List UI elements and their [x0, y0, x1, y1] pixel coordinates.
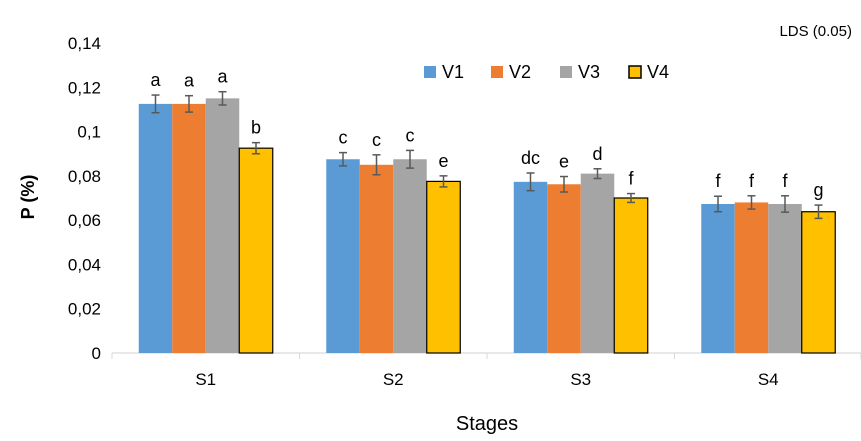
bar-v2-s3 [547, 184, 581, 353]
significance-label: e [559, 152, 569, 172]
y-tick-label: 0,08 [68, 167, 101, 186]
significance-label: a [150, 70, 161, 90]
significance-label: f [628, 169, 634, 189]
bar-v2-s1 [172, 103, 206, 354]
legend-label: V3 [578, 62, 600, 82]
y-axis-title: P (%) [18, 175, 38, 220]
bar-v3-s1 [205, 98, 240, 353]
bar-v1-s3 [513, 181, 548, 353]
y-tick-label: 0,14 [68, 34, 101, 53]
significance-label: dc [521, 148, 540, 168]
legend-swatch [560, 66, 572, 78]
y-tick-label: 0,12 [68, 78, 101, 97]
legend: V1 V2 V3 V4 [424, 62, 669, 82]
significance-label: f [715, 171, 721, 191]
significance-label: b [251, 118, 261, 138]
bars [138, 98, 836, 354]
legend-item-v3: V3 [560, 62, 600, 82]
bar-v4-s1 [238, 147, 274, 354]
legend-item-v2: V2 [491, 62, 531, 82]
bar-v1-s2 [326, 159, 360, 353]
legend-swatch [628, 65, 642, 79]
bar-v2-s4 [734, 202, 769, 353]
y-tick-label: 0,06 [68, 211, 101, 230]
significance-label: d [592, 144, 602, 164]
significance-label: g [813, 180, 823, 200]
significance-label: a [184, 71, 195, 91]
bar-v2-s2 [359, 164, 394, 353]
significance-label: c [339, 128, 348, 148]
legend-swatch [491, 66, 503, 78]
bar-v1-s4 [701, 203, 735, 353]
significance-label: f [749, 171, 755, 191]
bar-v3-s2 [393, 159, 427, 353]
legend-label: V1 [442, 62, 464, 82]
bar-v3-s3 [580, 173, 615, 353]
legend-item-v1: V1 [424, 62, 464, 82]
x-tick-label: S2 [383, 370, 404, 389]
legend-swatch [424, 66, 436, 78]
x-axis-title: Stages [456, 413, 518, 435]
error-bars [151, 90, 823, 220]
legend-label: V4 [647, 62, 669, 82]
bar-v4-s4 [801, 211, 836, 354]
legend-item-v4: V4 [628, 62, 669, 82]
y-tick-label: 0,02 [68, 300, 101, 319]
significance-label: c [372, 130, 381, 150]
significance-label: e [438, 151, 448, 171]
legend-label: V2 [509, 62, 531, 82]
bar-v3-s4 [768, 203, 802, 353]
y-tick-label: 0,04 [68, 255, 101, 274]
x-tick-label: S1 [195, 370, 216, 389]
bar-v1-s1 [138, 103, 173, 354]
y-tick-label: 0 [92, 344, 101, 363]
x-tick-label: S3 [570, 370, 591, 389]
bar-letter-labels: a a ab c c ce dc e df f f f g [150, 67, 823, 200]
y-tick-label: 0,1 [77, 123, 101, 142]
bar-v4-s3 [613, 197, 649, 354]
x-tick-label: S4 [758, 370, 779, 389]
significance-label: a [217, 67, 228, 87]
bar-v4-s2 [426, 180, 461, 354]
chart-note: LDS (0.05) [779, 23, 852, 40]
significance-label: f [782, 171, 788, 191]
significance-label: c [406, 125, 415, 145]
